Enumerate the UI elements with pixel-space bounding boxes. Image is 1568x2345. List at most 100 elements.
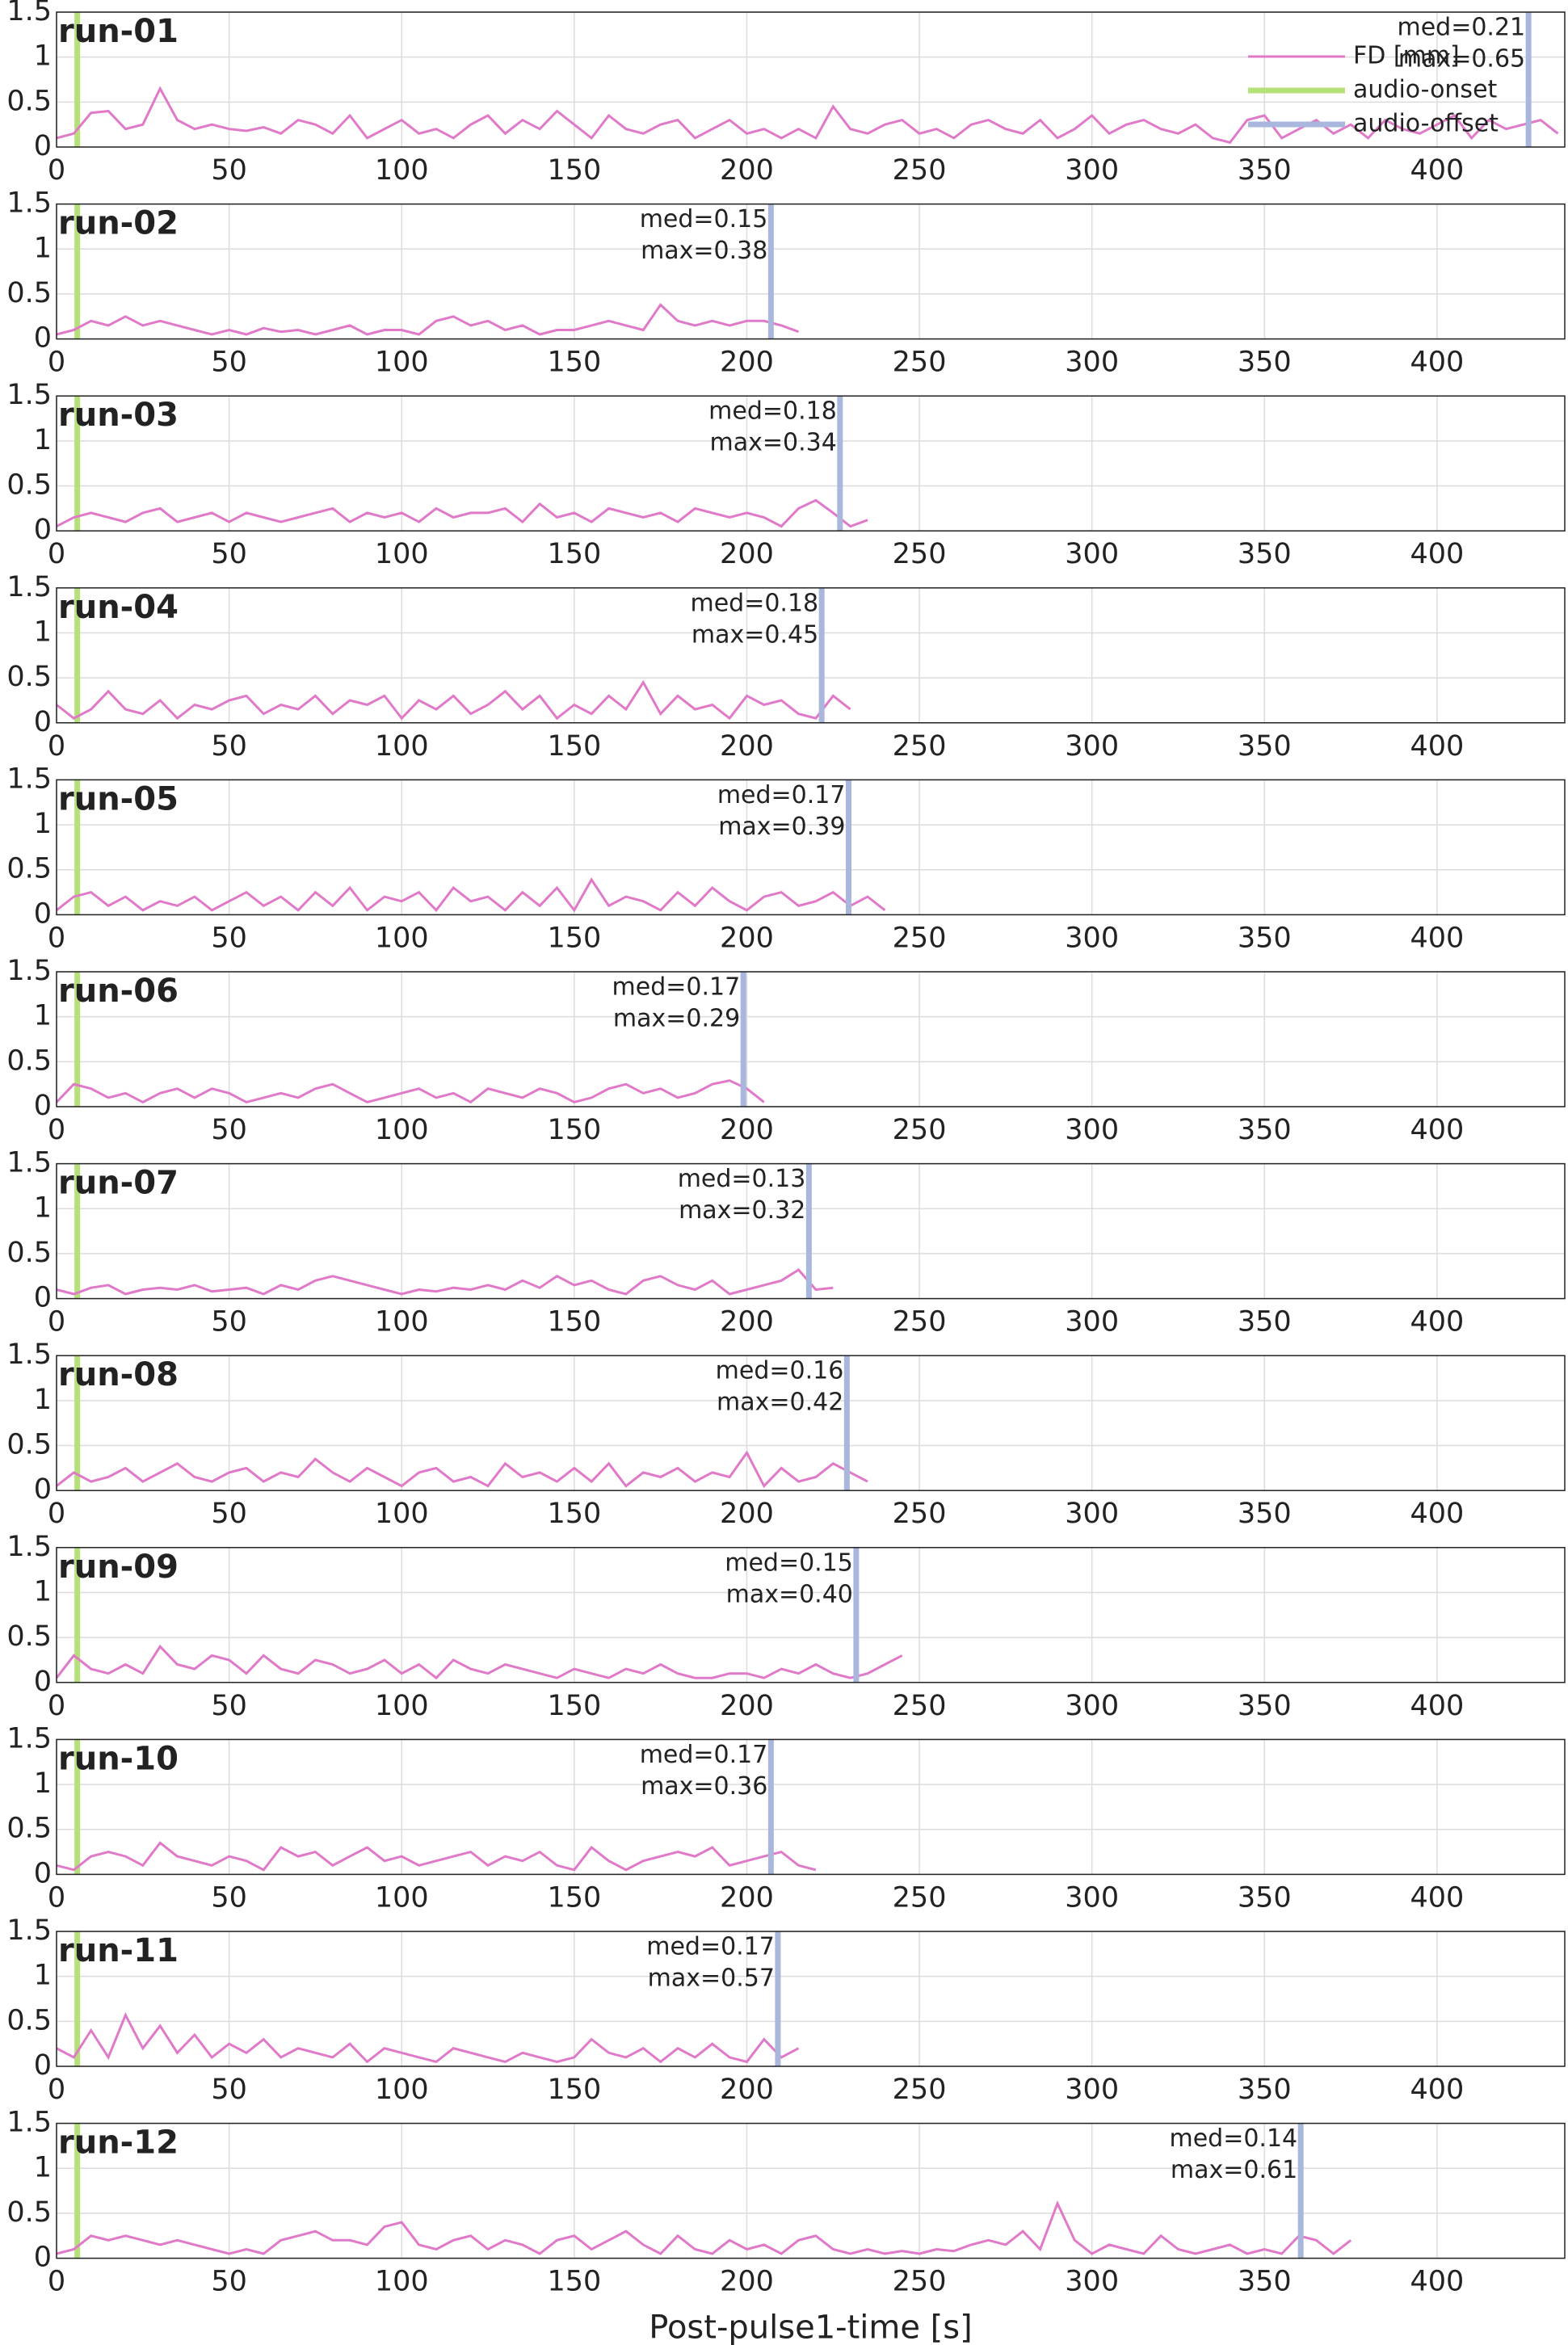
x-tick-label: 100	[375, 1114, 429, 1146]
x-tick-label: 400	[1410, 730, 1465, 763]
x-tick-label: 300	[1065, 2074, 1119, 2106]
y-tick-label: 1.5	[6, 379, 52, 411]
x-tick-label: 0	[48, 154, 65, 187]
x-tick-label: 200	[720, 538, 774, 570]
x-tick-label: 50	[211, 1306, 247, 1338]
y-tick-label: 0	[34, 1857, 52, 1889]
x-tick-label: 50	[211, 154, 247, 187]
y-tick-label: 1	[34, 1000, 52, 1032]
x-tick-label: 350	[1238, 1498, 1292, 1530]
x-tick-label: 150	[547, 2266, 601, 2298]
x-tick-label: 300	[1065, 1498, 1119, 1530]
x-tick-label: 350	[1238, 1690, 1292, 1722]
stat-annotation: max=0.32	[679, 1196, 805, 1225]
y-tick-label: 1.5	[6, 2107, 52, 2139]
x-tick-label: 400	[1410, 1881, 1465, 1914]
x-tick-label: 150	[547, 1881, 601, 1914]
legend-label: audio-offset	[1353, 110, 1499, 138]
y-tick-label: 1.5	[6, 955, 52, 987]
x-tick-label: 50	[211, 1690, 247, 1722]
y-tick-label: 0	[34, 322, 52, 355]
x-tick-label: 400	[1410, 1690, 1465, 1722]
x-tick-label: 150	[547, 154, 601, 187]
x-tick-label: 100	[375, 1881, 429, 1914]
panel-title: run-08	[58, 1356, 179, 1393]
y-tick-label: 0.5	[6, 1044, 52, 1077]
x-tick-label: 250	[893, 1881, 947, 1914]
stat-annotation: med=0.15	[640, 205, 768, 233]
x-tick-label: 150	[547, 2074, 601, 2106]
x-tick-label: 300	[1065, 538, 1119, 570]
x-tick-label: 150	[547, 1690, 601, 1722]
plot-area	[57, 972, 1565, 1107]
x-tick-label: 400	[1410, 347, 1465, 379]
x-tick-label: 50	[211, 538, 247, 570]
x-tick-label: 100	[375, 2074, 429, 2106]
x-tick-label: 300	[1065, 1114, 1119, 1146]
x-tick-label: 200	[720, 730, 774, 763]
panel-title: run-11	[58, 1932, 179, 1969]
x-tick-label: 100	[375, 154, 429, 187]
x-tick-label: 250	[893, 347, 947, 379]
y-tick-label: 0.5	[6, 1620, 52, 1653]
x-tick-label: 0	[48, 1306, 65, 1338]
fd-line	[56, 1268, 834, 1296]
x-tick-label: 300	[1065, 347, 1119, 379]
x-tick-label: 150	[547, 1306, 601, 1338]
stat-annotation: med=0.14	[1169, 2124, 1297, 2153]
y-tick-label: 1.5	[6, 1531, 52, 1563]
panel-title: run-09	[58, 1549, 179, 1586]
y-tick-label: 1.5	[6, 0, 52, 27]
x-tick-label: 100	[375, 2266, 429, 2298]
x-tick-label: 300	[1065, 922, 1119, 954]
plot-area	[57, 1547, 1565, 1683]
x-tick-label: 100	[375, 347, 429, 379]
x-tick-label: 0	[48, 730, 65, 763]
x-tick-label: 50	[211, 922, 247, 954]
x-tick-label: 0	[48, 2266, 65, 2298]
stat-annotation: med=0.15	[725, 1549, 853, 1577]
stat-annotation: max=0.36	[641, 1772, 767, 1801]
stat-annotation: med=0.17	[640, 1741, 768, 1769]
x-tick-label: 400	[1410, 1498, 1465, 1530]
x-tick-label: 50	[211, 1881, 247, 1914]
panel-title: run-03	[58, 397, 179, 434]
y-tick-label: 0	[34, 1090, 52, 1122]
stat-annotation: max=0.39	[718, 813, 845, 841]
y-tick-label: 0	[34, 1282, 52, 1314]
x-tick-label: 50	[211, 1114, 247, 1146]
x-tick-label: 300	[1065, 154, 1119, 187]
x-tick-label: 300	[1065, 1881, 1119, 1914]
y-tick-label: 1	[34, 2151, 52, 2183]
panel-title: run-06	[58, 973, 179, 1010]
y-tick-label: 0	[34, 1666, 52, 1698]
x-axis-label: Post-pulse1-time [s]	[649, 2309, 972, 2345]
y-tick-label: 1	[34, 616, 52, 648]
stat-annotation: med=0.18	[708, 397, 837, 426]
plot-frame	[56, 203, 1566, 340]
x-tick-label: 300	[1065, 1306, 1119, 1338]
x-tick-label: 200	[720, 1881, 774, 1914]
x-tick-label: 100	[375, 1498, 429, 1530]
stat-annotation: max=0.65	[1398, 45, 1525, 74]
x-tick-label: 350	[1238, 2266, 1292, 2298]
stat-annotation: max=0.38	[641, 237, 767, 265]
x-tick-label: 0	[48, 1498, 65, 1530]
y-tick-label: 0.5	[6, 1429, 52, 1461]
y-tick-label: 1.5	[6, 187, 52, 220]
plot-frame	[56, 1931, 1566, 2067]
y-tick-label: 1	[34, 1575, 52, 1607]
x-tick-label: 200	[720, 2266, 774, 2298]
y-tick-label: 1	[34, 808, 52, 840]
y-tick-label: 0	[34, 706, 52, 738]
stat-annotation: max=0.29	[613, 1005, 740, 1033]
x-tick-label: 400	[1410, 1114, 1465, 1146]
x-tick-label: 0	[48, 1114, 65, 1146]
fd-line	[56, 679, 851, 721]
x-tick-label: 250	[893, 1498, 947, 1530]
stat-annotation: max=0.34	[710, 429, 837, 457]
y-tick-label: 1	[34, 1767, 52, 1800]
x-tick-label: 200	[720, 1306, 774, 1338]
stat-annotation: med=0.21	[1397, 14, 1525, 42]
stat-annotation: med=0.13	[678, 1165, 806, 1193]
